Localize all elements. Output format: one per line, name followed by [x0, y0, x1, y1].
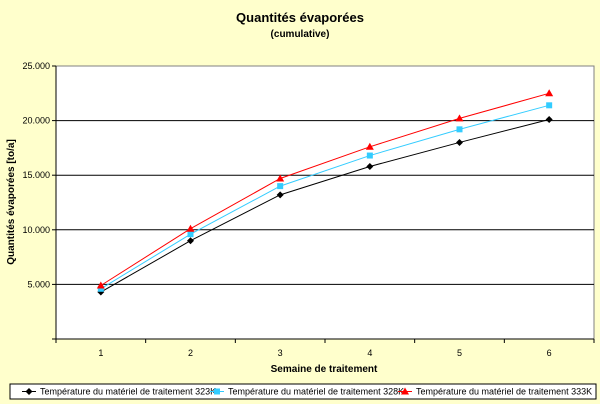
legend: Température du matériel de traitement 32… — [22, 387, 592, 397]
data-point — [366, 152, 373, 159]
legend-box — [9, 383, 597, 400]
data-point — [455, 114, 464, 122]
grid — [56, 120, 594, 285]
data-point — [187, 231, 194, 238]
data-point — [214, 388, 220, 395]
data-point — [187, 237, 194, 245]
legend-label: Température du matériel de traitement 33… — [416, 387, 592, 397]
data-point — [277, 183, 284, 190]
legend-label: Température du matériel de traitement 32… — [40, 387, 216, 397]
y-tick-label: 5.000 — [27, 279, 50, 289]
data-point — [276, 174, 285, 182]
data-point — [545, 89, 554, 97]
series-1 — [97, 116, 553, 296]
y-tick-label: 15.000 — [22, 170, 50, 180]
y-axis: 5.000 10.000 15.000 20.000 25.000 — [22, 61, 57, 340]
data-point — [546, 102, 553, 109]
data-point — [25, 388, 33, 395]
data-point — [545, 116, 553, 124]
chart-subtitle: (cumulative) — [271, 29, 330, 40]
data-point — [456, 138, 463, 146]
data-point — [96, 281, 105, 289]
x-tick-label: 1 — [98, 348, 103, 358]
x-tick-label: 2 — [188, 348, 193, 358]
y-tick-label: 10.000 — [22, 225, 50, 235]
x-tick-label: 6 — [547, 348, 552, 358]
data-point — [456, 126, 463, 133]
plot-area — [55, 65, 595, 340]
x-tick-label: 4 — [367, 348, 372, 358]
data-point — [97, 285, 104, 292]
series-group — [96, 89, 554, 296]
series-line — [100, 104, 550, 290]
data-point — [365, 142, 374, 150]
series-line — [100, 92, 550, 286]
series-3 — [96, 89, 554, 289]
series-line — [100, 119, 550, 293]
data-point — [186, 224, 195, 232]
legend-label: Température du matériel de traitement 32… — [228, 387, 404, 397]
y-tick-label: 25.000 — [22, 61, 50, 71]
x-axis: 1 2 3 4 5 6 — [55, 338, 595, 358]
legend-entry: Température du matériel de traitement 33… — [398, 387, 592, 397]
data-point — [401, 387, 409, 395]
chart-title: Quantités évaporées — [236, 10, 364, 25]
data-point — [366, 162, 374, 170]
y-axis-label: Quantités évaporées [to/a] — [6, 139, 17, 265]
series-2 — [97, 102, 553, 292]
y-tick-label: 20.000 — [22, 116, 50, 126]
x-axis-label: Semaine de traitement — [271, 364, 378, 375]
x-tick-label: 3 — [278, 348, 283, 358]
x-tick-label: 5 — [457, 348, 462, 358]
legend-entry: Température du matériel de traitement 32… — [210, 387, 404, 397]
data-point — [276, 191, 284, 199]
legend-entry: Température du matériel de traitement 32… — [22, 387, 216, 397]
